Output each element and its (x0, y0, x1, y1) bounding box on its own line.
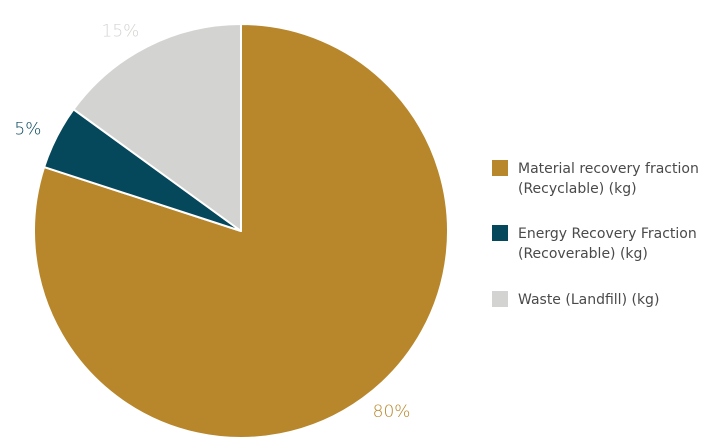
pct-label-waste-landfill-kg: 15% (102, 21, 140, 41)
legend: Material recovery fraction (Recyclable) (… (492, 160, 699, 308)
legend-label: Material recovery fraction (Recyclable) (… (518, 161, 699, 197)
legend-swatch (492, 225, 508, 241)
legend-swatch (492, 291, 508, 307)
legend-item-material-recovery-fraction: Material recovery fraction (Recyclable) (… (492, 160, 699, 197)
legend-item-energy-recovery-fraction: Energy Recovery Fraction (Recoverable) (k… (492, 225, 697, 262)
legend-label: Waste (Landfill) (kg) (518, 292, 659, 308)
pct-label-material-recovery-fraction: 80% (373, 402, 411, 422)
pie-slice-waste-landfill-kg (72, 23, 242, 232)
percentage-labels: 80% 5% 15% (14, 21, 410, 422)
legend-swatch (492, 160, 508, 176)
pie-slices (33, 23, 449, 439)
legend-item-waste-landfill-kg: Waste (Landfill) (kg) (492, 291, 659, 308)
pct-label-energy-recovery-fraction: 5% (14, 119, 41, 139)
legend-label: Energy Recovery Fraction (Recoverable) (k… (518, 226, 697, 262)
